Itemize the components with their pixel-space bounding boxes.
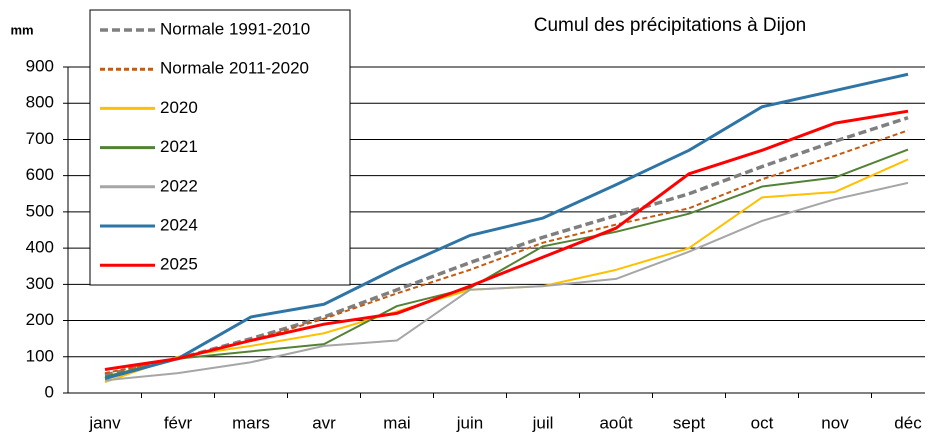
x-tick-label: févr [164, 413, 193, 432]
legend-label: 2020 [160, 98, 198, 117]
legend-label: 2025 [160, 255, 198, 274]
legend-label: 2022 [160, 176, 198, 195]
x-tick-label: mars [232, 413, 270, 432]
x-tick-label: nov [821, 413, 849, 432]
y-axis-label: mm [10, 22, 33, 37]
legend-label: Normale 1991-2010 [160, 19, 310, 38]
chart-title: Cumul des précipitations à Dijon [534, 15, 806, 36]
legend-label: 2021 [160, 137, 198, 156]
series-line [104, 181, 909, 382]
x-tick-label: juil [532, 413, 554, 432]
x-tick-label: août [599, 413, 632, 432]
x-tick-label: déc [894, 413, 922, 432]
y-tick-label: 300 [26, 274, 54, 293]
x-tick-label: juin [456, 413, 483, 432]
y-tick-label: 700 [26, 129, 54, 148]
x-tick-label: oct [751, 413, 774, 432]
x-tick-label: janv [88, 413, 121, 432]
x-tick-label: mai [383, 413, 410, 432]
y-tick-label: 800 [26, 93, 54, 112]
series-line [104, 72, 909, 380]
legend-label: Normale 2011-2020 [160, 59, 309, 78]
x-tick-label: avr [312, 413, 336, 432]
y-tick-label: 400 [26, 238, 54, 257]
y-tick-label: 900 [26, 56, 54, 75]
y-tick-label: 600 [26, 165, 54, 184]
series-line [104, 148, 909, 378]
y-tick-label: 200 [26, 310, 54, 329]
series-line [104, 109, 909, 371]
y-tick-label: 0 [45, 382, 54, 401]
x-tick-label: sept [673, 413, 705, 432]
legend-label: 2024 [160, 215, 198, 234]
y-tick-label: 100 [26, 346, 54, 365]
y-tick-label: 500 [26, 201, 54, 220]
